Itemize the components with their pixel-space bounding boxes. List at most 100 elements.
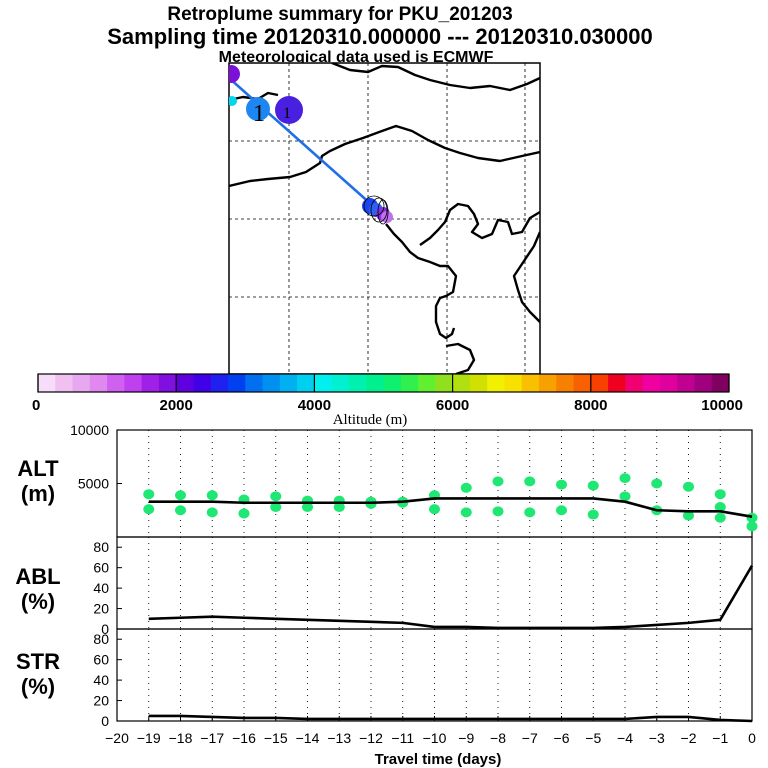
altitude-dot bbox=[714, 489, 726, 500]
series-line-alt bbox=[148, 497, 753, 518]
altitude-dot bbox=[238, 508, 250, 519]
colorbar-swatch bbox=[245, 374, 264, 392]
cluster-label-a: 1 bbox=[253, 101, 265, 127]
y-tick-label: 20 bbox=[93, 601, 109, 617]
y-tick-label: 80 bbox=[93, 539, 109, 555]
altitude-dot bbox=[619, 491, 631, 502]
coastlines bbox=[229, 63, 540, 374]
y-tick-label: 40 bbox=[93, 580, 109, 596]
x-tick-label: 0 bbox=[748, 730, 756, 746]
colorbar-swatch bbox=[487, 374, 505, 392]
colorbar-swatch bbox=[314, 374, 333, 392]
altitude-dot bbox=[492, 506, 504, 517]
map-panel: 1 1 bbox=[228, 62, 541, 375]
x-tick-label: −16 bbox=[232, 730, 256, 746]
altitude-dot bbox=[651, 478, 663, 489]
x-tick-label: −11 bbox=[391, 730, 414, 746]
cluster-label-b: 1 bbox=[283, 105, 291, 122]
plume-cluster-1 bbox=[229, 65, 240, 83]
colorbar-tick-label: 4000 bbox=[298, 397, 331, 414]
plume-cluster-8 bbox=[381, 211, 393, 223]
panel-label: STR bbox=[16, 649, 60, 674]
map-graticule bbox=[229, 63, 540, 374]
timeseries-panels: 500010000ALT(m)020406080ABL(%)020406080S… bbox=[15, 422, 758, 729]
altitude-dot bbox=[175, 490, 186, 501]
altitude-dot bbox=[143, 504, 155, 515]
x-tick-label: −13 bbox=[327, 730, 351, 746]
x-tick-label: −12 bbox=[359, 730, 383, 746]
y-tick-label: 0 bbox=[101, 621, 109, 637]
altitude-dot bbox=[556, 479, 567, 490]
colorbar-swatch bbox=[366, 374, 384, 392]
colorbar-swatch bbox=[193, 374, 212, 392]
x-tick-label: −14 bbox=[296, 730, 320, 746]
figure-title: Retroplume summary for PKU_201203 bbox=[167, 4, 512, 25]
y-tick-label: 10000 bbox=[70, 422, 109, 438]
colorbar-swatch bbox=[711, 374, 730, 392]
y-tick-label: 40 bbox=[93, 672, 109, 688]
colorbar-swatch bbox=[383, 374, 402, 392]
x-tick-label: −2 bbox=[681, 730, 697, 746]
plume-cluster-4 bbox=[275, 96, 303, 124]
colorbar-tick-label: 10000 bbox=[701, 397, 743, 414]
colorbar-swatch bbox=[694, 374, 713, 392]
altitude-dot bbox=[556, 505, 567, 516]
colorbar-swatch bbox=[590, 374, 609, 392]
altitude-dot bbox=[746, 512, 758, 523]
colorbar-swatch bbox=[573, 374, 592, 392]
sampling-time: Sampling time 20120310.000000 --- 201203… bbox=[107, 24, 653, 49]
altitude-dot bbox=[206, 507, 218, 518]
panel-alt: 5000 10000 ALT(m) bbox=[17, 422, 758, 538]
x-tick-label: −17 bbox=[200, 730, 224, 746]
x-tick-label: −3 bbox=[649, 730, 665, 746]
colorbar-swatch bbox=[521, 374, 540, 392]
colorbar-tick-label: 6000 bbox=[436, 397, 469, 414]
x-tick-label: −8 bbox=[490, 730, 506, 746]
altitude-dot bbox=[683, 481, 694, 492]
colorbar-swatch bbox=[400, 374, 419, 392]
x-tick-label: −19 bbox=[137, 730, 161, 746]
x-tick-label: −9 bbox=[458, 730, 474, 746]
colorbar-swatch bbox=[348, 374, 367, 392]
colorbar-swatch bbox=[279, 374, 298, 392]
altitude-dot bbox=[270, 502, 282, 513]
panel-unit: (m) bbox=[21, 481, 55, 506]
altitude-dot bbox=[302, 502, 313, 513]
colorbar-swatch bbox=[210, 374, 229, 392]
altitude-dot bbox=[270, 491, 282, 502]
colorbar-swatch bbox=[538, 374, 557, 392]
panel-unit: (%) bbox=[21, 589, 55, 614]
colorbar-swatch bbox=[262, 374, 281, 392]
colorbar-swatch bbox=[124, 374, 143, 392]
colorbar-swatch bbox=[504, 374, 523, 392]
colorbar-swatch bbox=[107, 374, 125, 392]
x-tick-label: −20 bbox=[105, 730, 129, 746]
altitude-dot bbox=[619, 473, 631, 484]
colorbar-swatch bbox=[642, 374, 661, 392]
panel-unit: (%) bbox=[21, 674, 55, 699]
altitude-dot bbox=[714, 512, 726, 523]
panel-str: 0 20 40 60 80 STR(%) bbox=[16, 628, 753, 729]
x-tick-label: −15 bbox=[264, 730, 288, 746]
panel-label: ALT bbox=[17, 456, 59, 481]
x-tick-label: −5 bbox=[585, 730, 601, 746]
colorbar-tick-label: 8000 bbox=[574, 397, 607, 414]
colorbar-swatch bbox=[228, 374, 246, 392]
met-data-note: Meteorological data used is ECMWF bbox=[219, 49, 494, 66]
colorbar-swatch bbox=[435, 374, 454, 392]
x-axis-label: Travel time (days) bbox=[375, 751, 502, 768]
y-tick-label: 60 bbox=[93, 560, 109, 576]
altitude-dot bbox=[683, 510, 694, 521]
altitude-dot bbox=[714, 502, 726, 513]
x-tick-label: −1 bbox=[712, 730, 728, 746]
colorbar-swatch bbox=[158, 374, 177, 392]
colorbar-swatch bbox=[608, 374, 626, 392]
y-tick-label: 20 bbox=[93, 693, 109, 709]
colorbar-swatch bbox=[38, 374, 56, 392]
colorbar-label: Altitude (m) bbox=[333, 412, 408, 428]
altitude-dot bbox=[333, 502, 345, 513]
release-contours bbox=[363, 195, 389, 225]
altitude-dot bbox=[429, 504, 440, 515]
altitude-dot bbox=[460, 507, 472, 518]
